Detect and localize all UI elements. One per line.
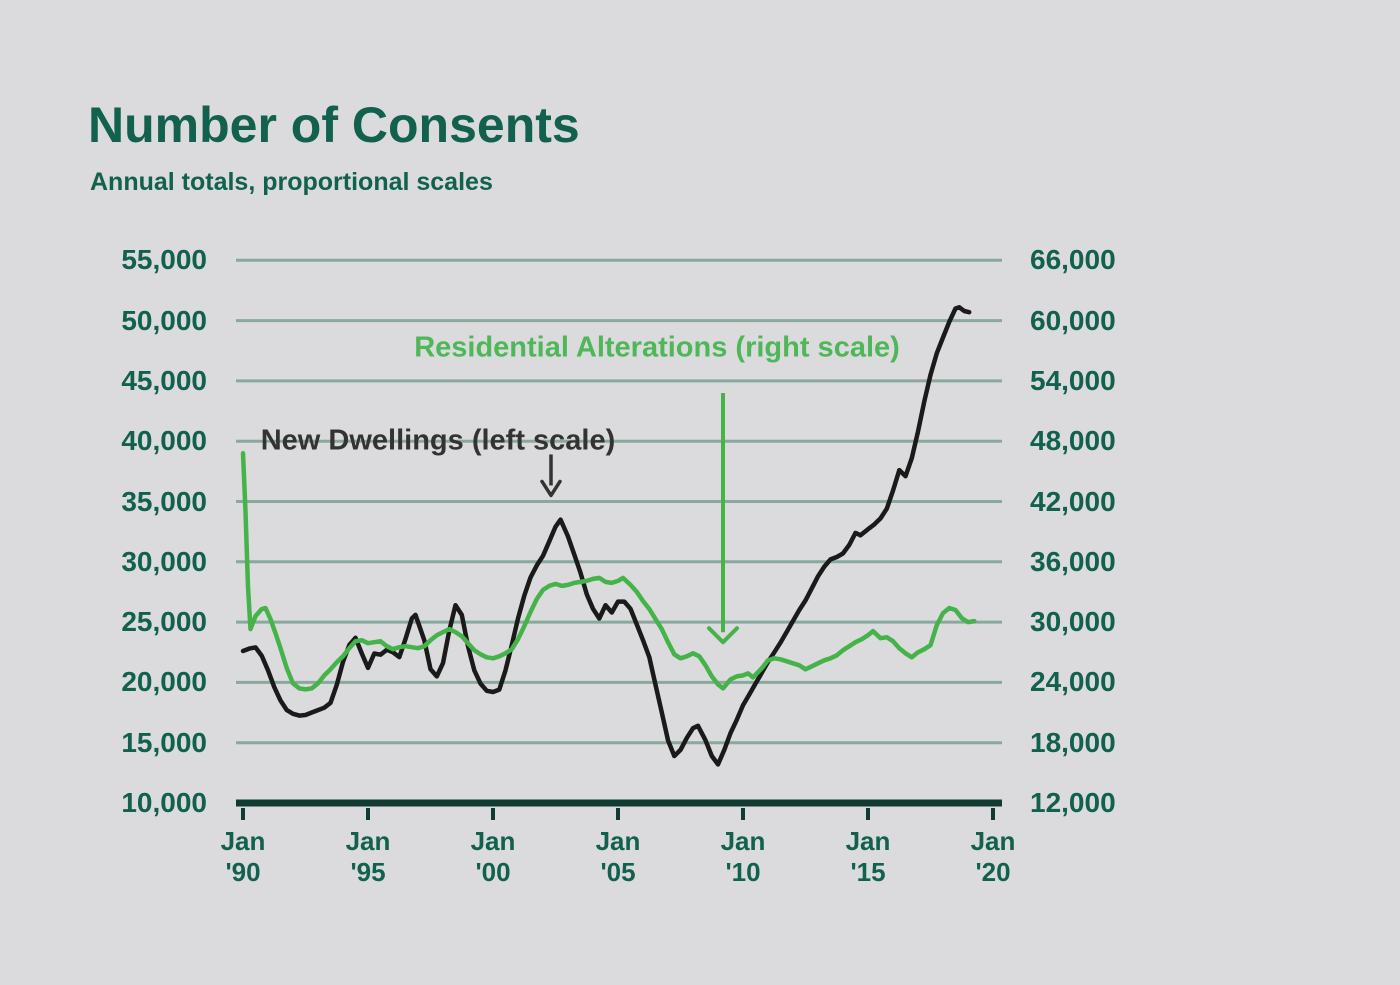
- left-axis-tick-label: 35,000: [121, 485, 207, 517]
- x-axis-tick-label: Jan '15: [845, 826, 891, 887]
- left-axis-tick-label: 15,000: [121, 726, 207, 758]
- x-axis-tick-label: Jan '05: [595, 826, 641, 887]
- right-axis-tick-label: 66,000: [1030, 244, 1116, 276]
- right-axis-tick-label: 30,000: [1030, 606, 1116, 638]
- x-axis-tick-label: Jan '95: [345, 826, 391, 887]
- right-axis-tick-label: 12,000: [1030, 787, 1116, 818]
- new-dwellings-arrow-icon-head: [540, 479, 562, 498]
- left-axis-tick-label: 45,000: [121, 364, 207, 396]
- left-axis-tick-label: 25,000: [121, 606, 207, 638]
- x-axis-tick-label: Jan '90: [220, 826, 266, 887]
- right-axis-tick-label: 48,000: [1030, 425, 1116, 457]
- left-axis-tick-label: 30,000: [121, 545, 207, 577]
- left-axis-tick-label: 50,000: [121, 304, 207, 336]
- right-axis-tick-label: 18,000: [1030, 726, 1116, 758]
- series-line-new-dwellings: [240, 305, 972, 767]
- x-axis-tick-label: Jan '10: [720, 826, 766, 887]
- left-axis-tick-label: 40,000: [121, 425, 207, 457]
- residential-alterations-arrow-icon-head: [707, 626, 739, 645]
- right-axis-tick-label: 42,000: [1030, 485, 1116, 517]
- left-axis-tick-label: 20,000: [121, 666, 207, 698]
- right-axis-tick-label: 60,000: [1030, 304, 1116, 336]
- right-axis-tick-label: 24,000: [1030, 666, 1116, 698]
- chart-title: Number of Consents: [88, 97, 580, 153]
- chart-subtitle: Annual totals, proportional scales: [90, 168, 493, 196]
- series-line-residential-alterations: [240, 451, 977, 692]
- series-label-new-dwellings: New Dwellings (left scale): [260, 424, 616, 457]
- right-axis-tick-label: 54,000: [1030, 364, 1116, 396]
- x-axis-tick-label: Jan '20: [970, 826, 1016, 887]
- x-axis-tick-label: Jan '00: [470, 826, 516, 887]
- left-axis-tick-label: 55,000: [121, 244, 207, 276]
- series-label-residential-alterations: Residential Alterations (right scale): [414, 331, 900, 364]
- left-axis-tick-label: 10,000: [121, 787, 207, 818]
- right-axis-tick-label: 36,000: [1030, 545, 1116, 577]
